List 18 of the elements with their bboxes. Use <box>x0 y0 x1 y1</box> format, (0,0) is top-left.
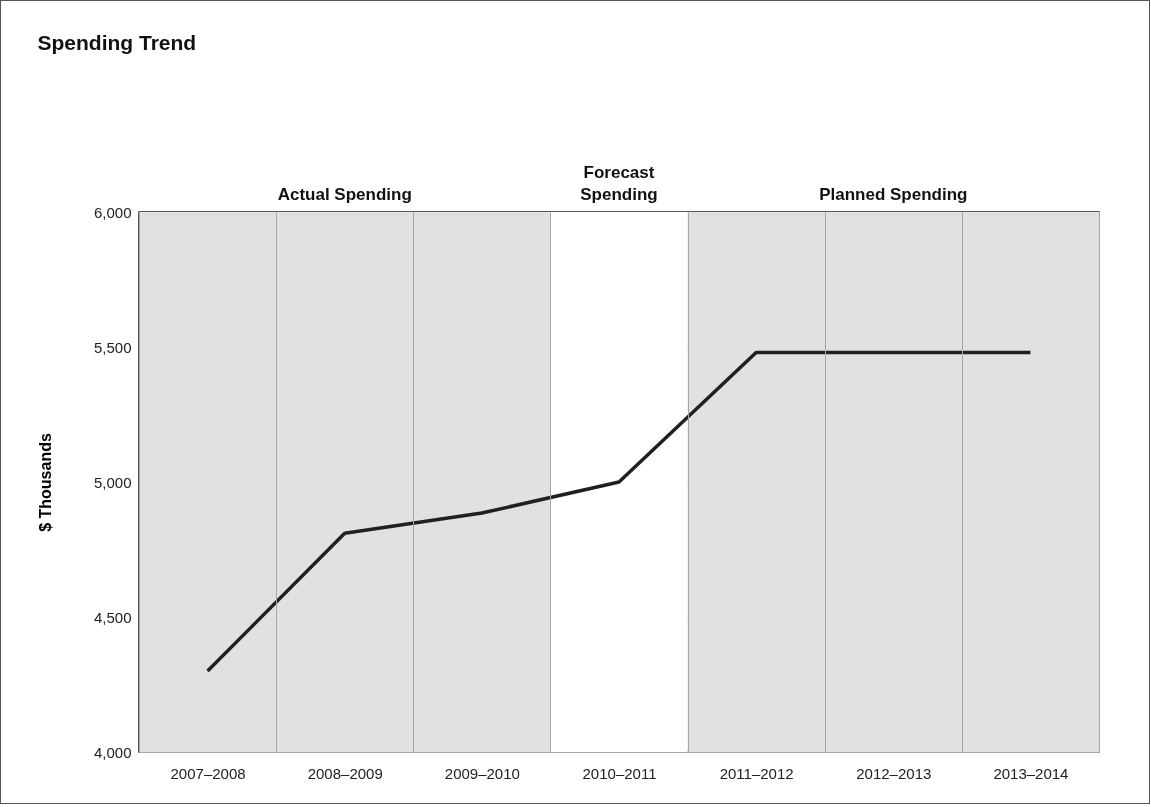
line-series <box>205 350 1033 673</box>
band-label: Actual Spending <box>277 185 412 204</box>
y-tick-label: 4,000 <box>93 743 132 761</box>
band-label: Planned Spending <box>819 185 968 204</box>
x-tick-label: 2013–2014 <box>993 764 1069 782</box>
x-tick-label: 2010–2011 <box>582 764 657 782</box>
y-tick-label: 6,000 <box>93 203 132 221</box>
y-axis-title: $ Thousands <box>36 433 54 532</box>
y-tick-label: 5,500 <box>93 338 132 356</box>
band-label: Forecast Spending <box>580 163 658 204</box>
x-tick-label: 2012–2013 <box>856 764 932 782</box>
x-tick-label: 2011–2012 <box>719 764 794 782</box>
x-tick-label: 2009–2010 <box>444 764 520 782</box>
chart-title: Spending Trend <box>37 31 197 54</box>
y-tick-label: 4,500 <box>93 608 132 626</box>
x-tick-label: 2007–2008 <box>170 764 246 782</box>
x-tick-label: 2008–2009 <box>307 764 383 782</box>
y-tick-label: 5,000 <box>93 473 132 491</box>
